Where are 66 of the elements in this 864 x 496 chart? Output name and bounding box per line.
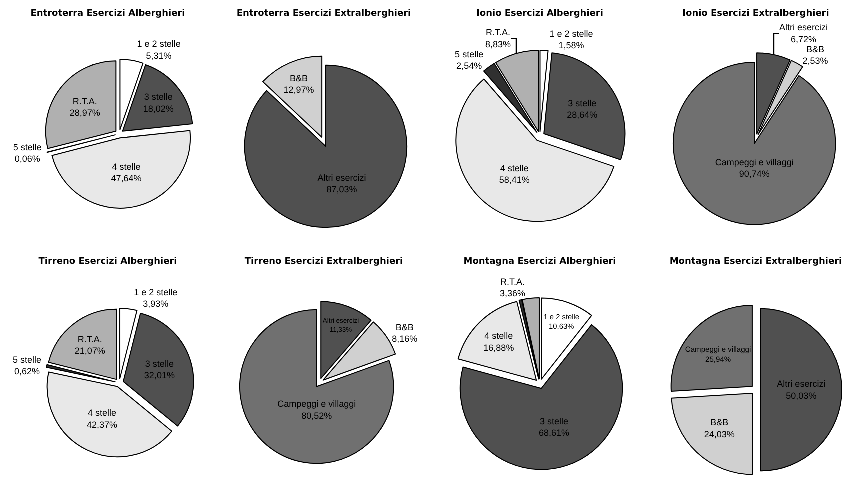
slice-label: R.T.A. xyxy=(72,96,98,106)
data-label: 12,97% xyxy=(284,85,314,96)
slice-label: R.T.A. xyxy=(78,334,102,344)
slice-label: 1 e 2 stelle xyxy=(134,288,178,298)
data-label: 3,93% xyxy=(143,299,169,310)
slice-label: 1 e 2 stelle xyxy=(544,312,580,322)
slice-label: B&B xyxy=(806,44,825,54)
slice-label: 5 stelle xyxy=(12,354,42,365)
slice-label: B&B xyxy=(290,73,308,84)
data-label: 0,06% xyxy=(14,154,40,164)
data-label: 50,03% xyxy=(786,390,817,401)
slice-label: Altri esercizi xyxy=(777,379,826,390)
data-label: 58,41% xyxy=(499,175,530,186)
slice-label: 4 stelle xyxy=(112,162,141,172)
data-label: 5,31% xyxy=(146,50,172,61)
chart-title: Ionio Esercizi Extralberghieri xyxy=(682,9,830,20)
chart-title: Montagna Esercizi Extralberghieri xyxy=(670,257,842,268)
data-label: 21,07% xyxy=(74,346,106,356)
data-label: 0,62% xyxy=(14,366,40,376)
data-label: 25,94% xyxy=(706,354,732,364)
slice-label: Altri esercizi xyxy=(318,172,366,183)
data-label: 2,53% xyxy=(802,56,828,66)
chart-title: Tirreno Esercizi Extralberghieri xyxy=(244,257,404,268)
data-label: 28,64% xyxy=(567,110,598,120)
chart-title: Entroterra Esercizi Extralberghieri xyxy=(236,9,412,20)
data-label: 6,72% xyxy=(790,34,816,44)
slice-label: B&B xyxy=(710,418,729,428)
data-label: 16,88% xyxy=(484,342,514,353)
slice-label: 3 stelle xyxy=(568,98,597,108)
slice-label: 4 stelle xyxy=(88,408,117,418)
data-label: 47,64% xyxy=(111,174,142,184)
data-label: 28,97% xyxy=(70,108,100,118)
slice-label: Altri esercizi xyxy=(779,22,828,33)
data-label: 87,03% xyxy=(326,184,358,195)
slice-label: B&B xyxy=(396,322,414,332)
data-label: 3,36% xyxy=(500,288,526,299)
chart-title: Entroterra Esercizi Alberghieri xyxy=(30,9,186,20)
data-label: 18,02% xyxy=(143,104,174,114)
slice-label: Campeggi e villaggi xyxy=(278,399,356,410)
slice-label: 1 e 2 stelle xyxy=(550,28,594,39)
data-label: 8,16% xyxy=(392,334,418,344)
data-label: 1,58% xyxy=(558,40,584,51)
slice-label: 5 stelle xyxy=(455,49,484,60)
data-label: 2,54% xyxy=(456,61,482,72)
chart-title: Tirreno Esercizi Alberghieri xyxy=(38,257,178,268)
chart-title: Montagna Esercizi Alberghieri xyxy=(464,257,616,268)
slice-label: 4 stelle xyxy=(500,163,529,174)
slice-label: 3 stelle xyxy=(540,416,568,426)
slice-label: 4 stelle xyxy=(484,331,514,342)
data-label: 42,37% xyxy=(86,420,118,430)
data-label: 24,03% xyxy=(704,429,735,440)
slice-label: 3 stelle xyxy=(144,92,173,102)
chart-title: Ionio Esercizi Alberghieri xyxy=(476,9,604,20)
slice-label: Campeggi e villaggi xyxy=(715,157,794,168)
slice-label: 1 e 2 stelle xyxy=(137,39,181,50)
data-label: 32,01% xyxy=(144,370,175,381)
data-label: 80,52% xyxy=(302,410,332,421)
slice-label: Campeggi e villaggi xyxy=(685,345,752,354)
slice-label: R.T.A. xyxy=(500,276,526,287)
slice-label: R.T.A. xyxy=(486,28,511,38)
slice-label: 5 stelle xyxy=(13,142,42,152)
data-label: 68,61% xyxy=(538,428,570,438)
data-label: 90,74% xyxy=(739,169,770,180)
slice-label: 3 stelle xyxy=(145,358,174,369)
data-label: 8,83% xyxy=(485,39,512,50)
data-label: 10,63% xyxy=(549,322,575,331)
